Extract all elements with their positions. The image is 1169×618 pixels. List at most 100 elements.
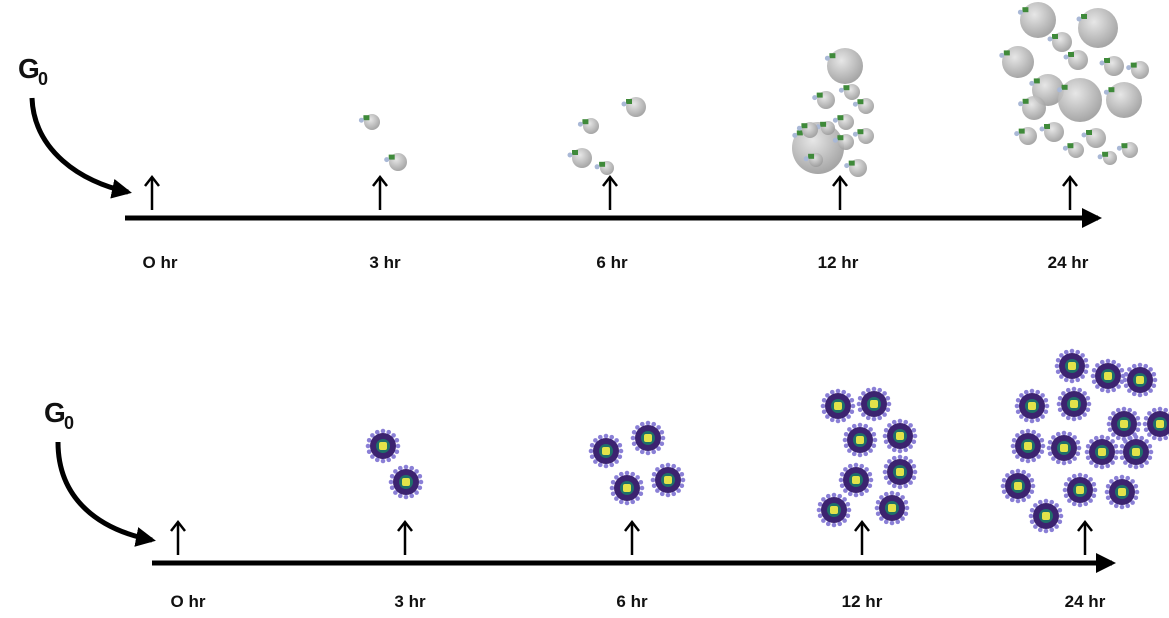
cell-marker [817, 93, 823, 98]
cell-marker [808, 154, 814, 159]
cell-dot [853, 132, 858, 137]
cell-dot [1104, 90, 1109, 95]
virion-spike [1077, 446, 1082, 451]
virion-spike [847, 508, 852, 513]
cell-marker [572, 150, 578, 155]
virion-spike [1047, 446, 1052, 451]
virion-capsid [896, 432, 904, 440]
cell-dot [1057, 87, 1062, 92]
virion-spike [1057, 402, 1062, 407]
time-label: 24 hr [1048, 253, 1089, 272]
cell-dot [1029, 81, 1034, 86]
virion-spike [1063, 488, 1068, 493]
virion-capsid [664, 476, 672, 484]
virion-capsid [602, 447, 610, 455]
start-label: G [18, 53, 40, 84]
cell-marker [599, 162, 605, 167]
cell-marker [582, 119, 588, 124]
virion-spike [1107, 422, 1112, 427]
virion-capsid [830, 506, 838, 514]
start-arrow [58, 442, 152, 540]
virion-spike [858, 423, 863, 428]
virion-spike [1085, 450, 1090, 455]
virion-spike [1078, 503, 1083, 508]
cell-dot [578, 122, 583, 127]
virion-spike [898, 449, 903, 454]
virion-capsid [1098, 448, 1106, 456]
virion-spike [646, 421, 651, 426]
virion-spike [1070, 379, 1075, 384]
virion-spike [1011, 444, 1016, 449]
virion-spike [817, 508, 822, 513]
virion-spike [1029, 514, 1034, 519]
virion-capsid [856, 436, 864, 444]
virion-spike [604, 434, 609, 439]
virion-spike [1070, 349, 1075, 354]
virion-capsid [888, 504, 896, 512]
virion-spike [404, 465, 409, 470]
virion-spike [1001, 484, 1006, 489]
virion-spike [872, 417, 877, 422]
virion-spike [1041, 444, 1046, 449]
cell-dot [825, 56, 830, 61]
layer: G0O hr3 hr6 hr12 hr24 hrG0O hr3 hr6 hr12… [18, 2, 1169, 611]
virion-spike [1120, 505, 1125, 510]
cell-dot [1077, 17, 1082, 22]
virion-capsid [1118, 488, 1126, 496]
cell-marker [1067, 143, 1073, 148]
time-label: 6 hr [596, 253, 628, 272]
virion-spike [625, 501, 630, 506]
cell [1058, 78, 1102, 122]
virion-spike [1105, 490, 1110, 495]
virion-spike [883, 470, 888, 475]
start-label-subscript: 0 [38, 69, 48, 89]
cell-dot [812, 95, 817, 100]
cell-dot [1082, 133, 1087, 138]
virion-spike [869, 478, 874, 483]
virion-spike [1100, 435, 1105, 440]
virion-spike [1137, 422, 1142, 427]
cell-dot [804, 156, 809, 161]
virion-spike [873, 438, 878, 443]
virion-spike [381, 429, 386, 434]
cell-marker [1022, 7, 1028, 12]
virion-capsid [1028, 402, 1036, 410]
cell-dot [797, 126, 802, 131]
virion-spike [389, 480, 394, 485]
cell-dot [833, 138, 838, 143]
virion-spike [898, 485, 903, 490]
virion-spike [1016, 499, 1021, 504]
virion-spike [651, 478, 656, 483]
virion-spike [1115, 450, 1120, 455]
cell-dot [1048, 37, 1053, 42]
virion-spike [1149, 450, 1154, 455]
virion-spike [1093, 488, 1098, 493]
virion-spike [1087, 402, 1092, 407]
virion-spike [1158, 407, 1163, 412]
time-label: 12 hr [818, 253, 859, 272]
cell-marker [857, 129, 863, 134]
cell-marker [1044, 124, 1050, 129]
virion-spike [1026, 459, 1031, 464]
virion-spike [1134, 435, 1139, 440]
virion-capsid [1024, 442, 1032, 450]
virion-spike [666, 493, 671, 498]
virion-spike [898, 419, 903, 424]
virion-spike [858, 453, 863, 458]
cell-marker [363, 115, 369, 120]
virion-spike [1120, 475, 1125, 480]
virion-spike [887, 402, 892, 407]
virion-spike [610, 486, 615, 491]
cell-dot [622, 102, 627, 107]
virion-spike [839, 478, 844, 483]
cell-dot [384, 157, 389, 162]
virion-spike [1100, 465, 1105, 470]
virion-spike [1143, 422, 1148, 427]
virion-spike [832, 493, 837, 498]
virion-spike [404, 495, 409, 500]
virion-spike [419, 480, 424, 485]
virion-capsid [1104, 372, 1112, 380]
cell-marker [1034, 78, 1040, 83]
cell-dot [999, 53, 1004, 58]
virion-spike [843, 438, 848, 443]
